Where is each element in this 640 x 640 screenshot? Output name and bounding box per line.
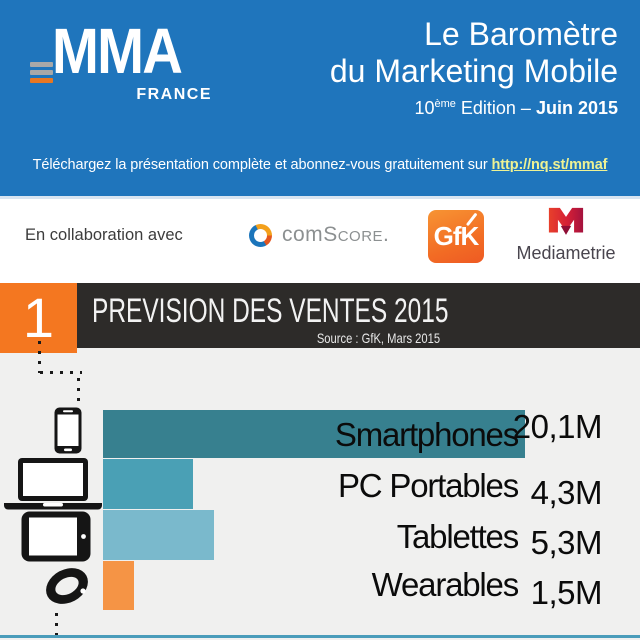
partners-band: En collaboration avec comScore. GfK <box>0 196 640 283</box>
dotted-connector <box>55 613 58 636</box>
value-label: 5,3M <box>530 524 603 561</box>
download-text: Téléchargez la présentation complète et … <box>32 157 492 173</box>
comscore-icon <box>249 223 272 247</box>
comscore-dot: . <box>383 223 390 246</box>
category-label: Smartphones <box>334 416 519 453</box>
comscore-logo: comScore. <box>249 223 389 247</box>
edition-date: Juin 2015 <box>535 98 618 118</box>
smartwatch-icon <box>46 568 88 604</box>
comscore-com: com <box>282 223 324 246</box>
comscore-wordmark: comScore. <box>282 223 389 247</box>
category-label: Tablettes <box>396 518 519 555</box>
logo-bar <box>30 78 53 83</box>
download-link[interactable]: http://nq.st/mmaf <box>491 157 608 173</box>
bar-pc-portables <box>103 459 193 509</box>
category-label: Wearables <box>371 566 520 603</box>
mediametrie-logo: Mediametrie <box>508 205 624 264</box>
tablet-icon <box>21 511 91 562</box>
value-label: 4,3M <box>530 474 603 511</box>
dotted-connector <box>77 378 80 406</box>
gfk-wordmark: GfK <box>433 221 480 251</box>
mma-france-logo: MMA FRANCE <box>30 12 216 108</box>
section-source: Source : GfK, Mars 2015 <box>316 330 440 346</box>
value-label: 20,1M <box>512 408 603 445</box>
mma-logo-wordmark: MMA <box>52 15 183 87</box>
dotted-connector <box>38 341 41 373</box>
bottom-divider <box>0 635 640 638</box>
section-number: 1 <box>22 286 55 349</box>
edition-number: 10 <box>414 98 435 118</box>
logo-bar <box>30 70 53 75</box>
mma-logo-country: FRANCE <box>136 86 212 103</box>
laptop-icon <box>4 458 102 510</box>
mediametrie-wordmark: Mediametrie <box>516 243 616 263</box>
edition-superscript: ème <box>434 98 456 110</box>
bar-tablettes <box>103 510 214 560</box>
category-label: PC Portables <box>337 467 519 504</box>
mma-logo-bars-icon <box>30 62 53 86</box>
value-label: 1,5M <box>530 574 603 611</box>
title-line-2: du Marketing Mobile <box>329 53 618 89</box>
bar-wearables <box>103 561 134 610</box>
mediametrie-m-icon <box>548 207 584 235</box>
section-title: PREVISION DES VENTES 2015 <box>92 292 449 330</box>
comscore-score: Score <box>323 223 384 246</box>
report-title: Le Baromètre du Marketing Mobile 10ème E… <box>330 16 618 119</box>
edition-text: Edition – <box>455 98 536 118</box>
gfk-logo: GfK <box>428 210 484 263</box>
section-banner: 1 PREVISION DES VENTES 2015 Source : GfK… <box>0 283 640 353</box>
smartphone-icon <box>54 407 82 454</box>
edition-line: 10ème Edition – Juin 2015 <box>330 98 618 119</box>
bar-smartphones <box>103 410 525 458</box>
collaboration-label: En collaboration avec <box>25 226 183 244</box>
logo-bar <box>30 62 53 67</box>
download-line: Téléchargez la présentation complète et … <box>0 157 640 173</box>
header: MMA FRANCE Le Baromètre du Marketing Mob… <box>0 0 640 196</box>
dotted-connector <box>40 371 82 374</box>
title-line-1: Le Baromètre <box>424 16 618 52</box>
